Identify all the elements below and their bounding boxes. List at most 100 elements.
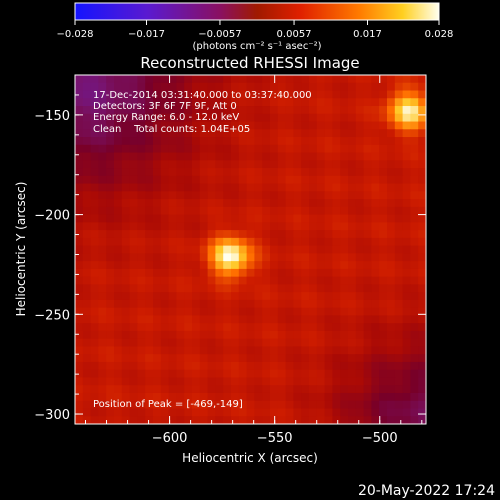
plot-frame: [74, 74, 427, 425]
heatmap-cell: [215, 222, 224, 231]
heatmap-cell: [418, 268, 426, 278]
heatmap-cell: [277, 408, 287, 417]
heatmap-cell: [82, 385, 92, 394]
heatmap-cell: [355, 183, 365, 192]
heatmap-cell: [277, 292, 287, 301]
heatmap-cell: [153, 160, 162, 169]
heatmap-cell: [293, 268, 302, 278]
heatmap-cell: [293, 168, 302, 177]
heatmap-cell: [184, 214, 193, 223]
heatmap-cell: [277, 113, 287, 123]
heatmap-cell: [231, 222, 240, 231]
heatmap-cell: [340, 175, 349, 185]
heatmap-cell: [371, 183, 380, 192]
heatmap-cell: [199, 330, 209, 340]
heatmap-cell: [106, 400, 115, 410]
heatmap-cell: [309, 276, 318, 285]
heatmap-cell: [379, 261, 388, 270]
heatmap-cell: [137, 90, 146, 99]
heatmap-cell: [394, 75, 404, 84]
heatmap-cell: [270, 206, 279, 216]
heatmap-cell: [246, 82, 255, 92]
heatmap-cell: [176, 98, 185, 107]
heatmap-cell: [371, 168, 380, 177]
heatmap-cell: [106, 315, 115, 324]
heatmap-cell: [184, 183, 193, 192]
heatmap-cell: [254, 416, 263, 424]
heatmap-cell: [410, 408, 419, 417]
heatmap-cell: [379, 191, 388, 200]
heatmap-cell: [90, 168, 99, 177]
heatmap-cell: [160, 315, 170, 324]
heatmap-cell: [262, 237, 271, 247]
heatmap-cell: [231, 230, 240, 239]
heatmap-cell: [176, 237, 185, 247]
heatmap-cell: [309, 315, 318, 324]
heatmap-cell: [348, 82, 357, 92]
heatmap-cell: [90, 199, 99, 208]
heatmap-cell: [160, 253, 170, 262]
heatmap-cell: [184, 276, 193, 285]
heatmap-cell: [223, 113, 232, 123]
heatmap-cell: [238, 369, 248, 379]
heatmap-cell: [394, 237, 404, 247]
heatmap-cell: [75, 299, 84, 309]
heatmap-cell: [90, 400, 99, 410]
heatmap-cell: [129, 206, 138, 216]
heatmap-cell: [324, 416, 333, 424]
heatmap-cell: [371, 129, 380, 138]
heatmap-cell: [379, 268, 388, 278]
heatmap-cell: [176, 385, 185, 394]
heatmap-cell: [301, 245, 310, 254]
heatmap-cell: [160, 361, 170, 371]
heatmap-cell: [137, 361, 146, 371]
heatmap-cell: [309, 113, 318, 123]
colorbar: −0.028 −0.017 −0.0057 0.0057 0.017 0.028 (pho…: [56, 2, 453, 52]
heatmap-cell: [410, 75, 419, 84]
heatmap-cell: [309, 168, 318, 177]
heatmap-cell: [293, 160, 302, 169]
heatmap-cell: [418, 175, 426, 185]
heatmap-cell: [98, 315, 107, 324]
heatmap-cell: [309, 268, 318, 278]
heatmap-cell: [332, 230, 341, 239]
heatmap-cell: [153, 261, 162, 270]
heatmap-cell: [402, 315, 411, 324]
heatmap-cell: [418, 152, 426, 161]
heatmap-cell: [82, 377, 92, 386]
heatmap-cell: [324, 199, 333, 208]
heatmap-cell: [387, 183, 396, 192]
heatmap-cell: [371, 152, 380, 161]
x-axis-label: Heliocentric X (arcsec): [182, 451, 318, 465]
heatmap-cell: [75, 222, 84, 231]
heatmap-cell: [176, 253, 185, 262]
heatmap-cell: [215, 338, 224, 348]
heatmap-cell: [285, 183, 294, 192]
heatmap-cell: [168, 106, 177, 115]
heatmap-cell: [348, 361, 357, 371]
heatmap-cell: [231, 385, 240, 394]
heatmap-cell: [332, 206, 341, 216]
heatmap-cell: [215, 369, 224, 379]
heatmap-cell: [168, 82, 177, 92]
heatmap-cell: [176, 245, 185, 254]
heatmap-cell: [332, 191, 341, 200]
heatmap-cell: [254, 268, 263, 278]
heatmap-cell: [231, 369, 240, 379]
heatmap-cell: [145, 292, 154, 301]
heatmap-cell: [410, 416, 419, 424]
heatmap-cell: [277, 206, 287, 216]
heatmap-cell: [90, 175, 99, 185]
heatmap-cell: [418, 307, 426, 317]
heatmap-cell: [418, 338, 426, 348]
heatmap-cell: [402, 299, 411, 309]
heatmap-cell: [379, 152, 388, 161]
heatmap-cell: [270, 369, 279, 379]
heatmap-cell: [215, 90, 224, 99]
heatmap-cell: [277, 245, 287, 254]
heatmap-cell: [394, 261, 404, 270]
heatmap-cell: [160, 346, 170, 355]
heatmap-cell: [402, 82, 411, 92]
heatmap-cell: [90, 299, 99, 309]
